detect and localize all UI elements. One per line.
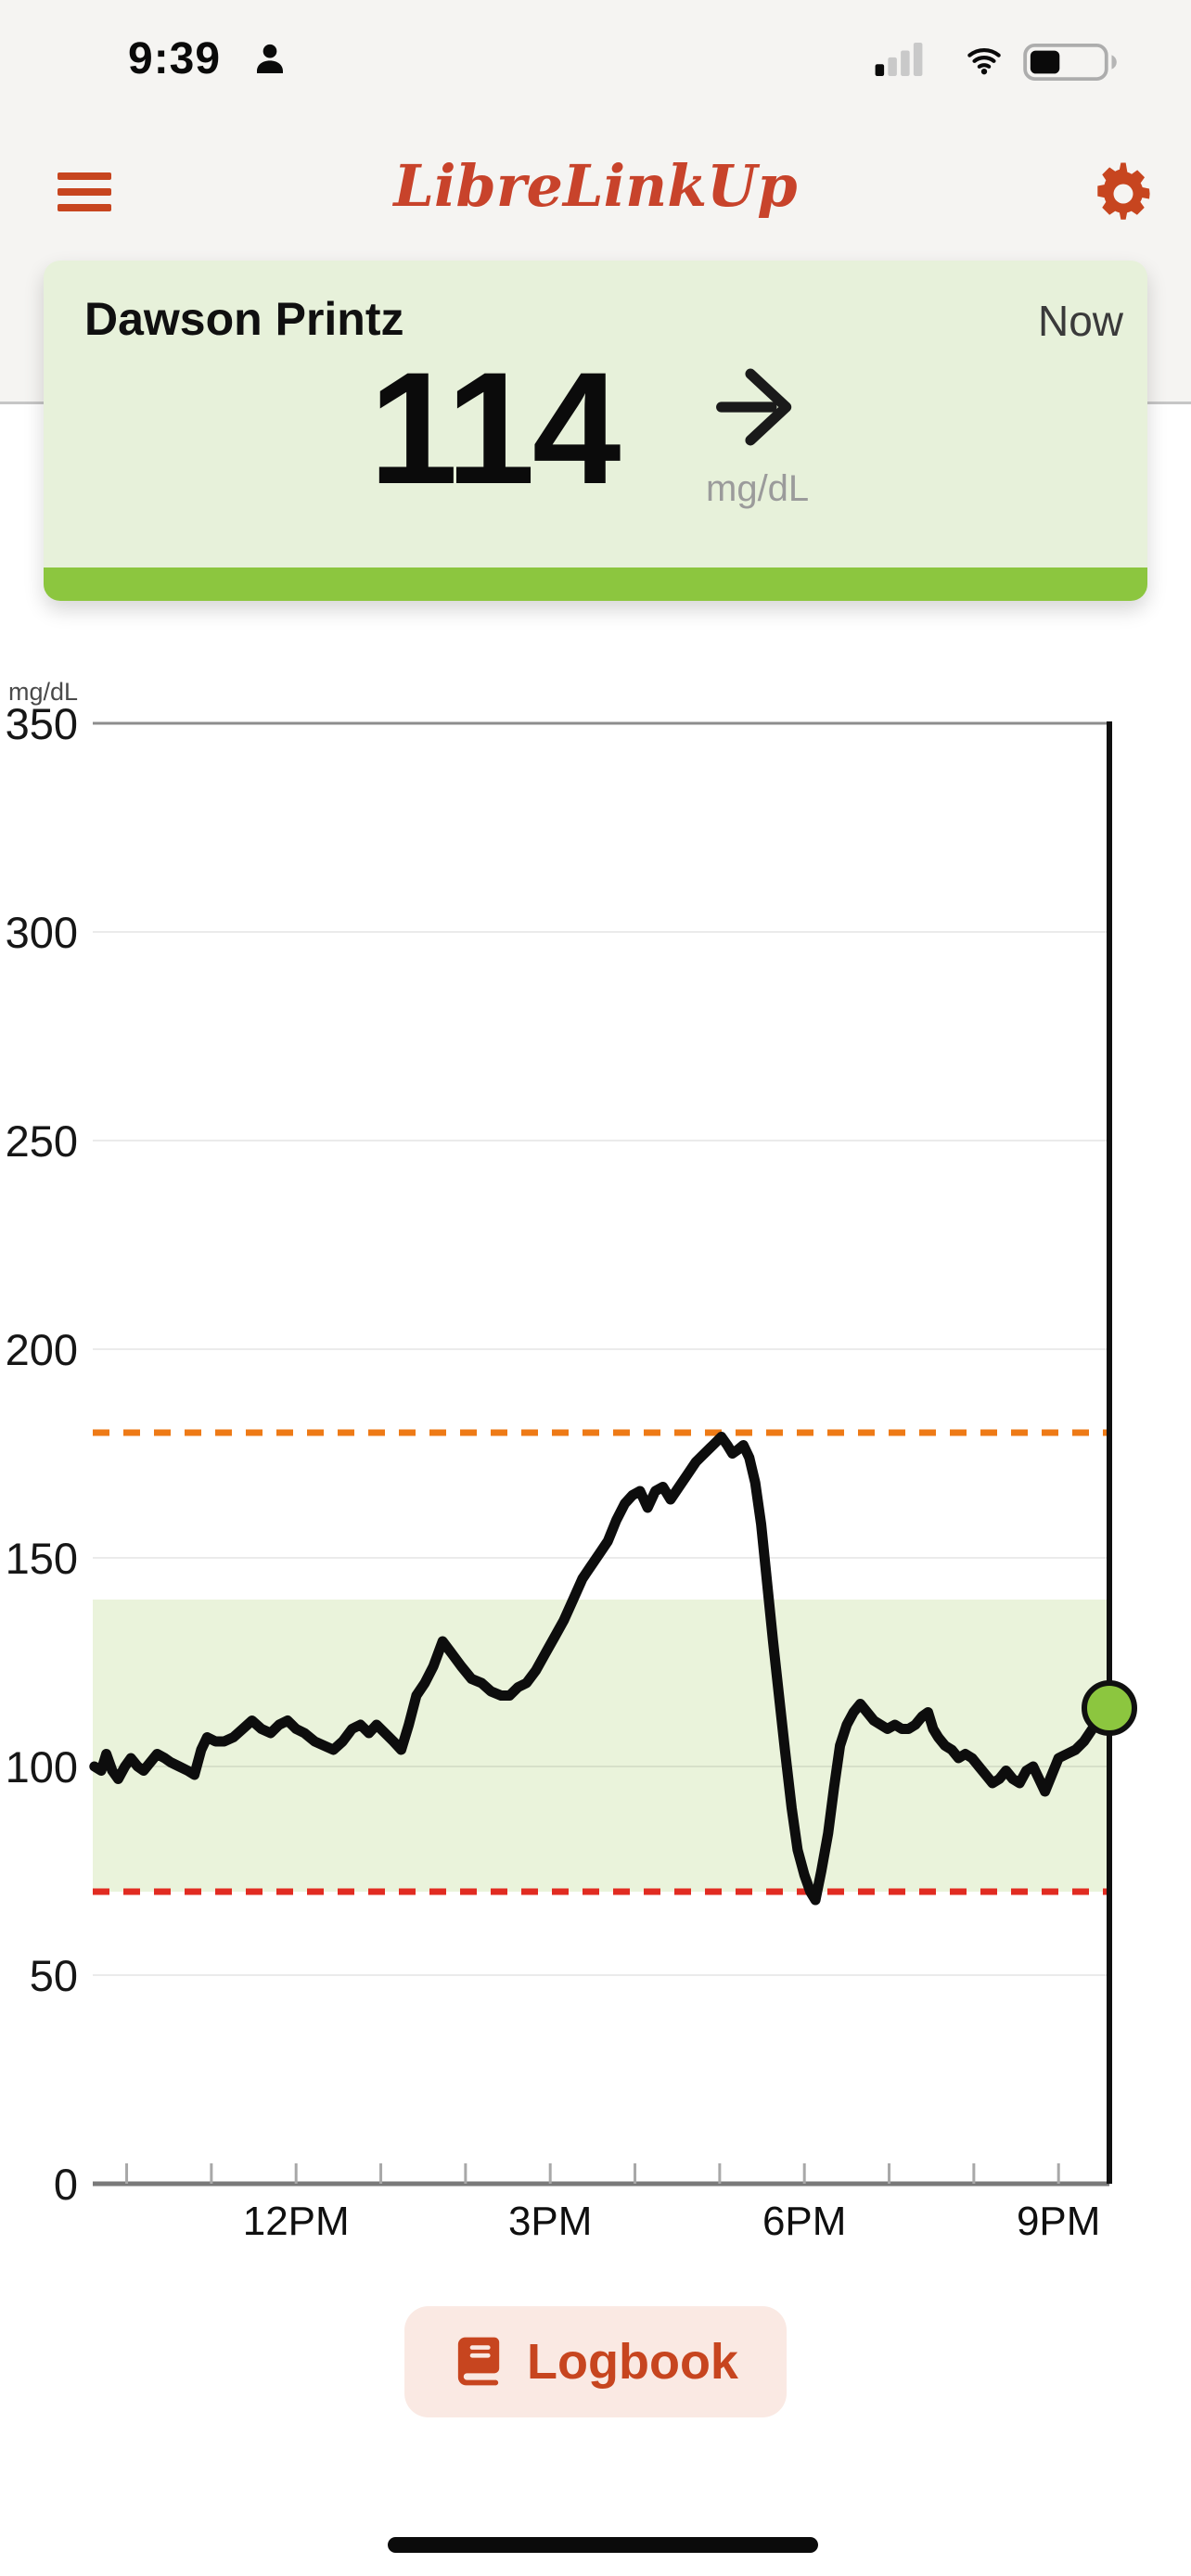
hamburger-menu-button[interactable] — [58, 172, 111, 211]
status-bar: 9:39 — [0, 0, 1191, 102]
target-range-band — [93, 1600, 1109, 1892]
app-header: LibreLinkUp — [0, 148, 1191, 241]
logbook-label: Logbook — [527, 2334, 738, 2390]
y-axis-tick-label: 200 — [6, 1325, 78, 1374]
y-axis-tick-label: 150 — [6, 1534, 78, 1583]
y-axis-tick-label: 250 — [6, 1116, 78, 1166]
book-icon — [457, 2337, 500, 2386]
glucose-trace — [89, 1432, 1115, 1906]
y-axis-tick-label: 0 — [54, 2160, 78, 2209]
y-axis-tick-label: 50 — [30, 1951, 78, 2000]
gear-icon — [1097, 162, 1150, 220]
status-time: 9:39 — [128, 34, 222, 83]
y-axis-tick-label: 100 — [6, 1742, 78, 1792]
glucose-unit: mg/dL — [706, 468, 810, 509]
settings-button[interactable] — [1091, 161, 1156, 226]
reading-timestamp: Now — [1037, 297, 1123, 345]
current-glucose-dot — [1082, 1680, 1137, 1736]
logbook-button[interactable]: Logbook — [404, 2306, 787, 2417]
cellular-signal-icon — [875, 43, 923, 76]
glucose-value: 114 — [369, 339, 621, 517]
battery-icon — [1023, 44, 1117, 81]
x-axis-tick-label: 6PM — [762, 2199, 846, 2244]
patient-glucose-card[interactable]: Dawson Printz Now 114 mg/dL — [44, 261, 1147, 601]
in-range-status-bar — [44, 567, 1147, 601]
app-title: LibreLinkUp — [393, 152, 798, 220]
y-axis-tick-label: 350 — [6, 699, 78, 748]
y-axis-unit-label: mg/dL — [8, 678, 78, 706]
home-indicator — [388, 2537, 818, 2553]
x-axis-tick-label: 12PM — [243, 2199, 350, 2244]
x-axis-tick-label: 3PM — [508, 2199, 592, 2244]
person-icon — [257, 44, 283, 73]
patient-name: Dawson Printz — [84, 293, 404, 345]
y-axis-tick-label: 300 — [6, 908, 78, 957]
x-axis-tick-label: 9PM — [1017, 2199, 1100, 2244]
hamburger-icon — [58, 172, 111, 180]
wifi-icon — [967, 48, 1001, 75]
trend-steady-arrow-icon — [716, 368, 792, 446]
